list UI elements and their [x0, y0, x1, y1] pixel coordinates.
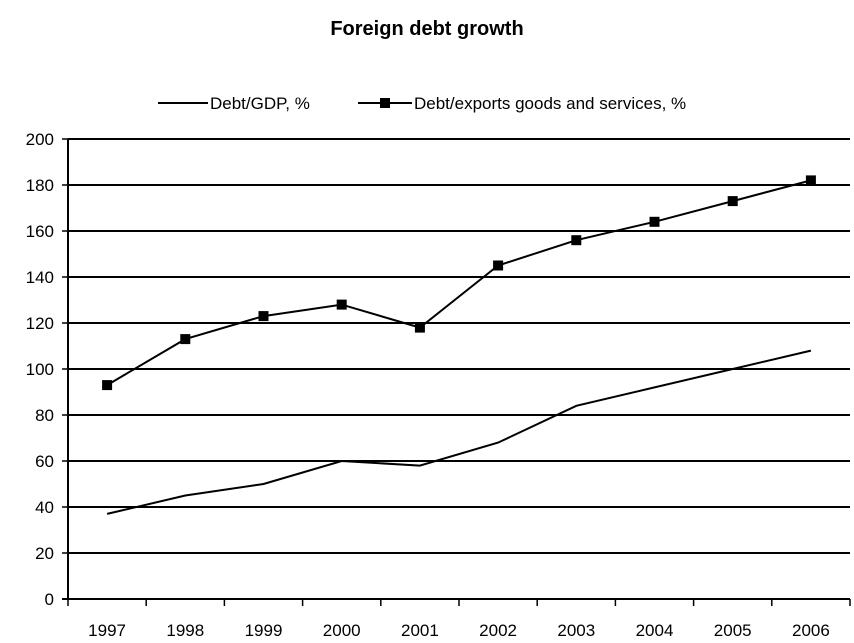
data-point — [493, 260, 504, 271]
legend-marker — [380, 98, 390, 108]
data-point — [805, 175, 816, 186]
y-tick-label: 140 — [26, 268, 54, 287]
legend: Debt/GDP, % Debt/exports goods and servic… — [158, 94, 686, 113]
data-point — [180, 334, 191, 345]
data-point — [102, 380, 113, 391]
x-tick-label: 1998 — [166, 621, 204, 640]
data-point — [649, 216, 660, 227]
data-point — [336, 299, 347, 310]
y-tick-label: 40 — [35, 498, 54, 517]
axes — [62, 138, 851, 606]
data-point — [727, 196, 738, 207]
legend-label: Debt/exports goods and services, % — [414, 94, 686, 113]
data-point — [258, 311, 269, 322]
series-line — [106, 179, 812, 386]
x-axis-tick-labels: 1997 1998 1999 2000 2001 2002 2003 2004 2005 2006 — [88, 621, 830, 640]
y-axis-tick-labels: 0 20 40 60 80 100 120 140 160 180 200 — [26, 130, 54, 609]
data-point — [571, 235, 582, 246]
y-tick-label: 160 — [26, 222, 54, 241]
y-tick-label: 0 — [45, 590, 54, 609]
x-tick-label: 2006 — [792, 621, 830, 640]
chart-title: Foreign debt growth — [330, 18, 524, 40]
series-line — [106, 349, 812, 515]
x-tick-label: 1999 — [245, 621, 283, 640]
x-tick-label: 2000 — [323, 621, 361, 640]
y-tick-label: 200 — [26, 130, 54, 149]
series-group — [102, 175, 816, 515]
y-tick-label: 180 — [26, 176, 54, 195]
y-tick-label: 80 — [35, 406, 54, 425]
x-tick-label: 2001 — [401, 621, 439, 640]
y-tick-label: 60 — [35, 452, 54, 471]
x-tick-label: 1997 — [88, 621, 126, 640]
x-tick-label: 2003 — [557, 621, 595, 640]
y-tick-label: 120 — [26, 314, 54, 333]
legend-label: Debt/GDP, % — [210, 94, 310, 113]
y-tick-label: 100 — [26, 360, 54, 379]
y-tick-label: 20 — [35, 544, 54, 563]
x-tick-label: 2002 — [479, 621, 517, 640]
data-point — [414, 322, 425, 333]
grid-lines — [68, 138, 850, 554]
x-tick-label: 2004 — [636, 621, 674, 640]
x-tick-label: 2005 — [714, 621, 752, 640]
